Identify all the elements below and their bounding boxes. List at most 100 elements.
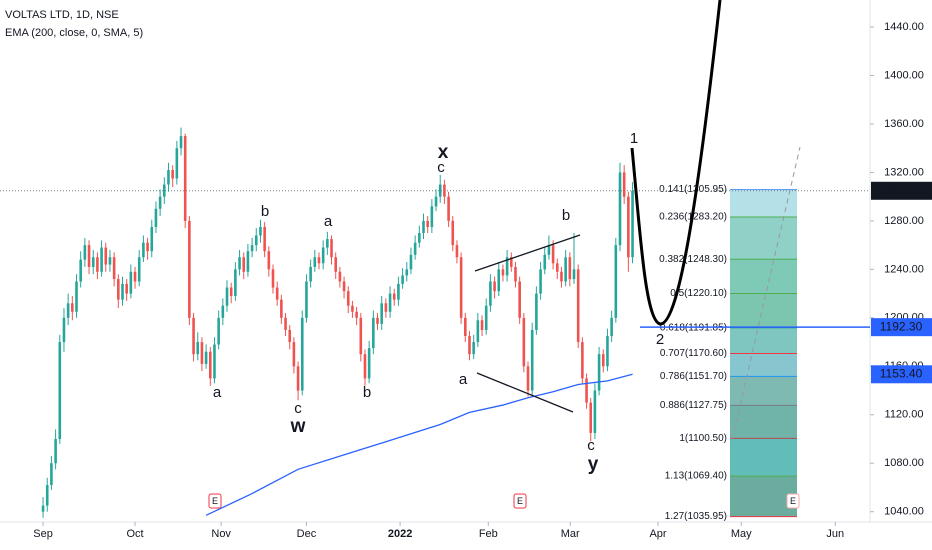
x-tick-label: Dec: [297, 528, 317, 540]
candle-body: [409, 254, 413, 270]
candle-body: [464, 317, 467, 337]
candle-body: [518, 281, 521, 318]
candle-body: [384, 303, 388, 312]
candle-body: [263, 226, 266, 252]
candle-body: [342, 281, 346, 292]
candle-body: [622, 172, 626, 197]
wave-label: c: [437, 159, 445, 176]
candle-body: [280, 299, 283, 318]
x-tick-label: Sep: [33, 528, 53, 540]
candle-body: [154, 208, 158, 227]
earnings-marker: [513, 493, 527, 509]
candle-body: [564, 257, 567, 282]
fib-label: 1.27(1035.95): [665, 511, 727, 522]
candle-body: [597, 354, 601, 391]
candle-body: [522, 317, 526, 367]
wave-label: b: [261, 203, 269, 220]
ema-line: [205, 373, 633, 516]
candle-body: [480, 320, 484, 330]
candle-body: [54, 438, 57, 464]
candle-body: [108, 257, 112, 265]
candle-body: [451, 220, 455, 246]
candle-body: [121, 283, 124, 300]
candle-body: [397, 283, 400, 300]
wave-label: 1: [630, 130, 638, 147]
x-tick-label: Nov: [211, 528, 231, 540]
candle-body: [434, 196, 438, 207]
candle-body: [372, 317, 375, 349]
candle-body: [497, 269, 501, 292]
y-tick-label: 1240.00: [884, 263, 924, 275]
wave-label: y: [588, 454, 599, 475]
candle-body: [539, 269, 542, 294]
candle-body: [129, 271, 133, 294]
candle-body: [572, 269, 576, 280]
candle-body: [183, 136, 187, 221]
candle-body: [455, 245, 459, 258]
candle-body: [631, 190, 634, 258]
candle-body: [468, 336, 471, 355]
y-tick-label: 1280.00: [884, 215, 924, 227]
candle-body: [380, 303, 383, 324]
candle-body: [62, 317, 66, 343]
candle-body: [526, 366, 530, 391]
candle-body: [188, 220, 191, 318]
candle-body: [234, 269, 237, 297]
wave-label: x: [438, 142, 449, 163]
fib-band: [730, 217, 797, 260]
candle-body: [355, 311, 358, 318]
candle-body: [137, 257, 141, 282]
candle-body: [321, 247, 325, 264]
price-label-box: [871, 181, 932, 200]
candle-body: [104, 247, 108, 265]
trend-line: [474, 234, 581, 272]
candle-body: [254, 235, 258, 246]
candle-body: [614, 245, 618, 318]
candle-body: [363, 354, 367, 379]
candle-body: [204, 351, 208, 364]
candle-body: [459, 257, 463, 318]
y-tick-label: 1080.00: [884, 457, 924, 469]
x-tick-label: Apr: [649, 528, 666, 540]
candle-body: [309, 266, 312, 282]
candle-body: [509, 257, 513, 267]
candle-body: [326, 239, 329, 248]
candle-body: [618, 172, 622, 246]
candle-body: [167, 170, 170, 185]
fib-label: 1.13(1069.40): [665, 471, 727, 482]
candle-body: [489, 281, 492, 306]
candle-body: [133, 271, 137, 282]
candle-body: [117, 279, 120, 300]
candle-body: [71, 303, 74, 312]
fib-band: [730, 259, 797, 294]
candle-body: [213, 344, 216, 379]
fib-band: [730, 293, 797, 328]
candle-body: [627, 196, 630, 258]
candle-body: [163, 184, 166, 197]
candle-body: [100, 247, 103, 272]
candle-body: [392, 293, 396, 300]
candle-body: [476, 320, 480, 343]
fib-band: [730, 353, 797, 377]
candle-body: [200, 342, 204, 364]
candle-body: [568, 257, 572, 280]
y-tick-label: 1040.00: [884, 506, 924, 518]
candle-body: [359, 317, 363, 355]
price-label: 1192.30: [880, 319, 923, 333]
candle-body: [208, 351, 212, 379]
x-tick-label: 2022: [388, 528, 412, 540]
fib-band: [730, 189, 797, 218]
y-tick-label: 1440.00: [884, 21, 924, 33]
wave-label: c: [294, 400, 302, 417]
wave-label: a: [213, 384, 222, 401]
candle-body: [288, 329, 292, 343]
trend-line: [476, 372, 574, 413]
candle-body: [179, 136, 183, 149]
candle-body: [175, 148, 179, 179]
candle-body: [418, 233, 421, 243]
fib-band: [730, 405, 797, 439]
chart-title: VOLTAS LTD, 1D, NSE: [5, 9, 119, 21]
candle-body: [225, 287, 229, 306]
candle-body: [41, 505, 45, 512]
